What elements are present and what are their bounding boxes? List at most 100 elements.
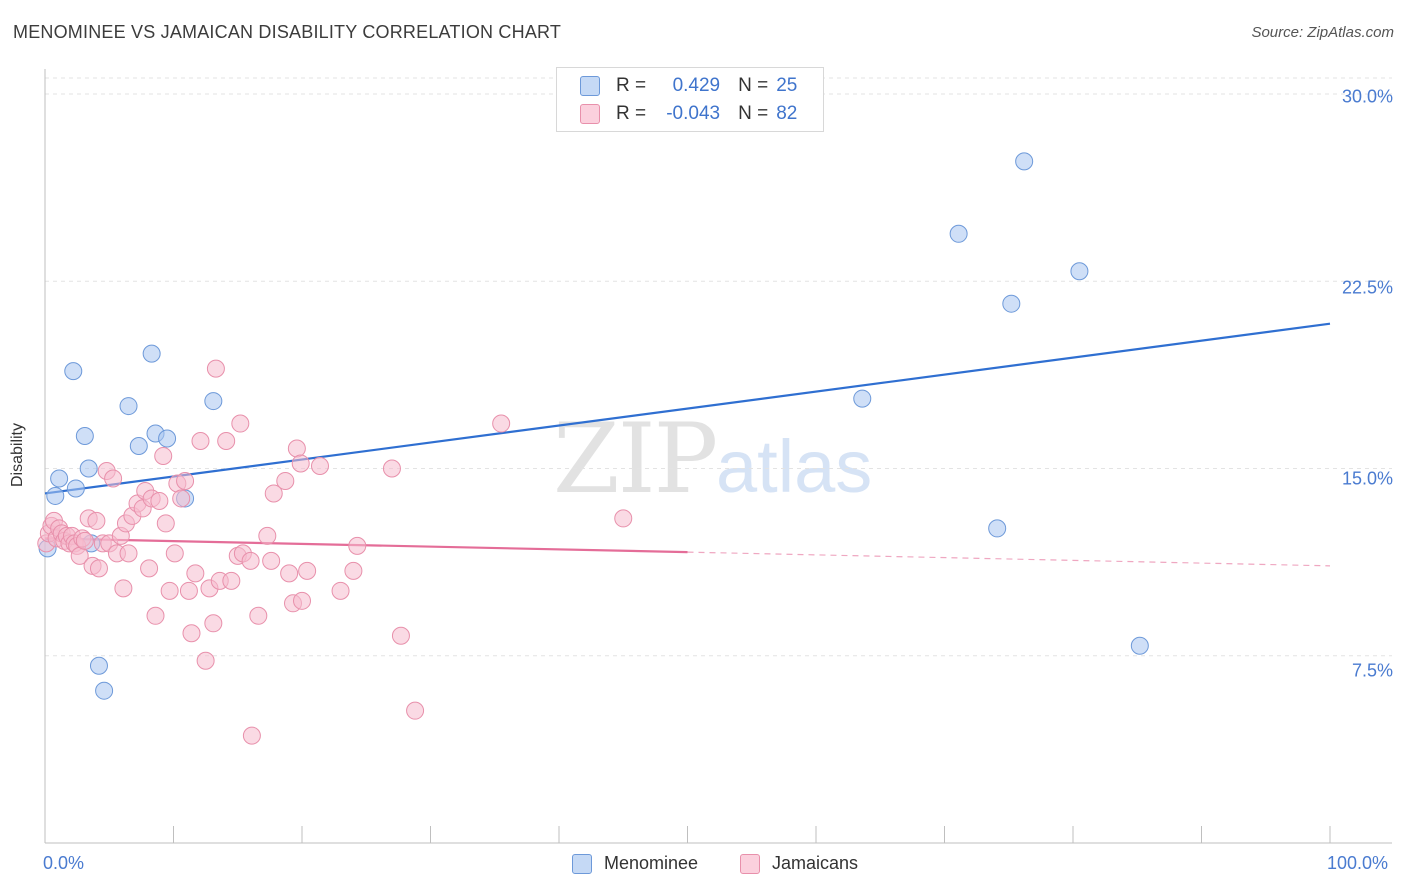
menominee-point	[158, 429, 177, 448]
menominee-point	[66, 479, 85, 498]
jamaicans-point	[222, 571, 241, 590]
jamaicans-trend-line-extension	[687, 551, 1331, 567]
menominee-point	[89, 656, 108, 675]
jamaicans-point	[172, 489, 191, 508]
bottom-legend-label-menominee: Menominee	[604, 853, 699, 873]
bottom-legend-jamaicans: Jamaicans	[740, 853, 858, 874]
legend-n-value: 82	[776, 103, 798, 124]
legend-row-menominee: R = 0.429 N = 25	[557, 72, 797, 100]
points-layer	[37, 152, 1149, 745]
jamaicans-point	[344, 561, 363, 580]
menominee-point	[1070, 262, 1089, 281]
jamaicans-point	[217, 432, 236, 451]
jamaicans-point	[406, 701, 425, 720]
jamaicans-point	[614, 509, 633, 528]
menominee-point	[853, 389, 872, 408]
jamaicans-point	[156, 514, 175, 533]
jamaicans-point	[382, 459, 401, 478]
jamaicans-point	[241, 551, 260, 570]
bottom-legend-swatch-menominee	[572, 853, 592, 874]
menominee-point	[204, 392, 223, 411]
menominee-point	[1002, 294, 1021, 313]
legend-row-jamaicans: R = -0.043 N = 82	[557, 100, 797, 128]
legend-n-value: 25	[776, 75, 798, 96]
x-tick-label-min: 0.0%	[43, 853, 85, 873]
chart-title: MENOMINEE VS JAMAICAN DISABILITY CORRELA…	[13, 22, 562, 42]
legend-swatch-menominee	[580, 76, 600, 96]
y-tick-label: 30.0%	[1341, 86, 1393, 107]
jamaicans-point	[242, 726, 261, 745]
menominee-point	[46, 486, 65, 505]
menominee-point	[75, 427, 94, 446]
jamaicans-point	[191, 432, 210, 451]
menominee-point	[988, 519, 1007, 538]
menominee-point	[142, 344, 161, 363]
jamaicans-trend-line	[44, 537, 688, 554]
jamaicans-point	[310, 456, 329, 475]
y-tick-label: 15.0%	[1341, 468, 1393, 489]
trend-layer	[44, 322, 1331, 567]
axis-layer	[44, 69, 1392, 844]
jamaicans-point	[165, 544, 184, 563]
menominee-point	[129, 437, 148, 456]
jamaicans-point	[196, 651, 215, 670]
jamaicans-point	[262, 551, 281, 570]
jamaicans-point	[291, 454, 310, 473]
jamaicans-point	[287, 439, 306, 458]
menominee-point	[949, 224, 968, 243]
jamaicans-point	[231, 414, 250, 433]
jamaicans-point	[186, 564, 205, 583]
jamaicans-point	[206, 359, 225, 378]
jamaicans-point	[119, 544, 138, 563]
y-axis-label: Disability	[9, 422, 26, 488]
jamaicans-point	[249, 606, 268, 625]
source-label: Source: ZipAtlas.com	[1251, 24, 1394, 41]
legend-r-value: -0.043	[666, 103, 721, 124]
menominee-point	[119, 397, 138, 416]
y-tick-label: 7.5%	[1351, 660, 1393, 681]
menominee-point	[64, 362, 83, 381]
jamaicans-point	[150, 491, 169, 510]
jamaicans-point	[276, 471, 295, 490]
jamaicans-point	[492, 414, 511, 433]
legend-n-label: N =	[738, 103, 769, 124]
watermark-atlas: atlas	[716, 425, 873, 508]
jamaicans-point	[75, 531, 94, 550]
bottom-legend-swatch-jamaicans	[740, 853, 760, 874]
bottom-legend-label-jamaicans: Jamaicans	[772, 853, 859, 873]
jamaicans-point	[87, 511, 106, 530]
menominee-point	[1015, 152, 1034, 171]
jamaicans-point	[89, 559, 108, 578]
menominee-trend-line	[44, 322, 1331, 495]
jamaicans-point	[154, 447, 173, 465]
menominee-point	[50, 469, 69, 488]
jamaicans-point	[264, 484, 283, 503]
jamaicans-point	[104, 469, 123, 488]
jamaicans-point	[204, 614, 223, 633]
legend-r-label: R =	[616, 103, 647, 124]
bottom-legend-menominee: Menominee	[572, 853, 698, 874]
jamaicans-point	[280, 564, 299, 583]
jamaicans-point	[160, 581, 179, 600]
menominee-point	[95, 681, 114, 700]
jamaicans-point	[298, 561, 317, 580]
jamaicans-point	[391, 626, 410, 645]
jamaicans-point	[331, 581, 350, 600]
jamaicans-point	[293, 591, 311, 610]
legend-n-label: N =	[738, 75, 769, 96]
legend-r-value: 0.429	[672, 75, 721, 96]
jamaicans-point	[176, 471, 195, 490]
stats-legend: R = 0.429 N = 25 R = -0.043 N = 82	[556, 67, 824, 132]
jamaicans-point	[258, 526, 277, 545]
jamaicans-point	[182, 624, 201, 643]
jamaicans-point	[348, 536, 367, 555]
legend-swatch-jamaicans	[580, 104, 600, 124]
menominee-point	[79, 459, 98, 478]
jamaicans-point	[179, 581, 198, 600]
x-tick-label-max: 100.0%	[1327, 853, 1389, 873]
jamaicans-point	[146, 606, 165, 625]
y-tick-label: 22.5%	[1341, 277, 1393, 298]
menominee-point	[1130, 636, 1149, 655]
jamaicans-point	[140, 559, 159, 578]
